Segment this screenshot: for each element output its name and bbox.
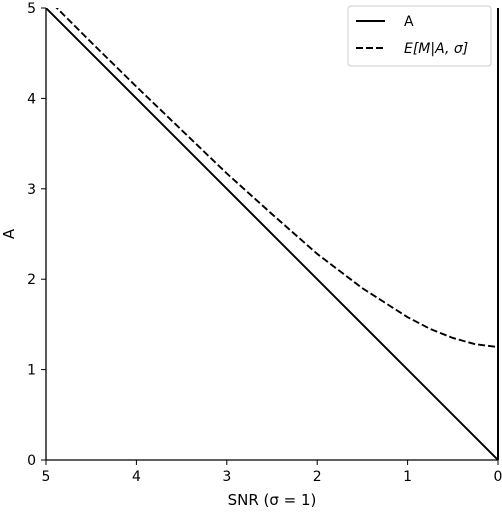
y-tick-label: 1 [27, 363, 36, 379]
series-line-expected-m [55, 8, 498, 348]
plot-lines [46, 8, 498, 460]
ticks: 5 4 3 2 1 0 0 1 2 3 4 5 [27, 1, 502, 485]
x-tick-label: 0 [494, 469, 502, 485]
axes-frame [45, 8, 499, 461]
x-tick-label: 4 [132, 469, 141, 485]
series-line-a [46, 8, 498, 460]
y-tick-label: 5 [27, 1, 36, 17]
legend: A E[M|A, σ] [347, 5, 492, 67]
y-axis-label: A [0, 228, 18, 239]
y-tick-label: 0 [27, 453, 36, 469]
x-axis-label: SNR (σ = 1) [228, 491, 317, 509]
x-tick-label: 5 [42, 469, 51, 485]
x-tick-label: 3 [222, 469, 231, 485]
legend-box [347, 5, 492, 67]
y-tick-label: 4 [27, 91, 36, 107]
y-tick-label: 3 [27, 182, 36, 198]
legend-label: E[M|A, σ] [404, 41, 468, 57]
x-tick-label: 1 [403, 469, 412, 485]
y-tick-label: 2 [27, 272, 36, 288]
legend-label: A [404, 14, 414, 30]
x-tick-label: 2 [313, 469, 322, 485]
